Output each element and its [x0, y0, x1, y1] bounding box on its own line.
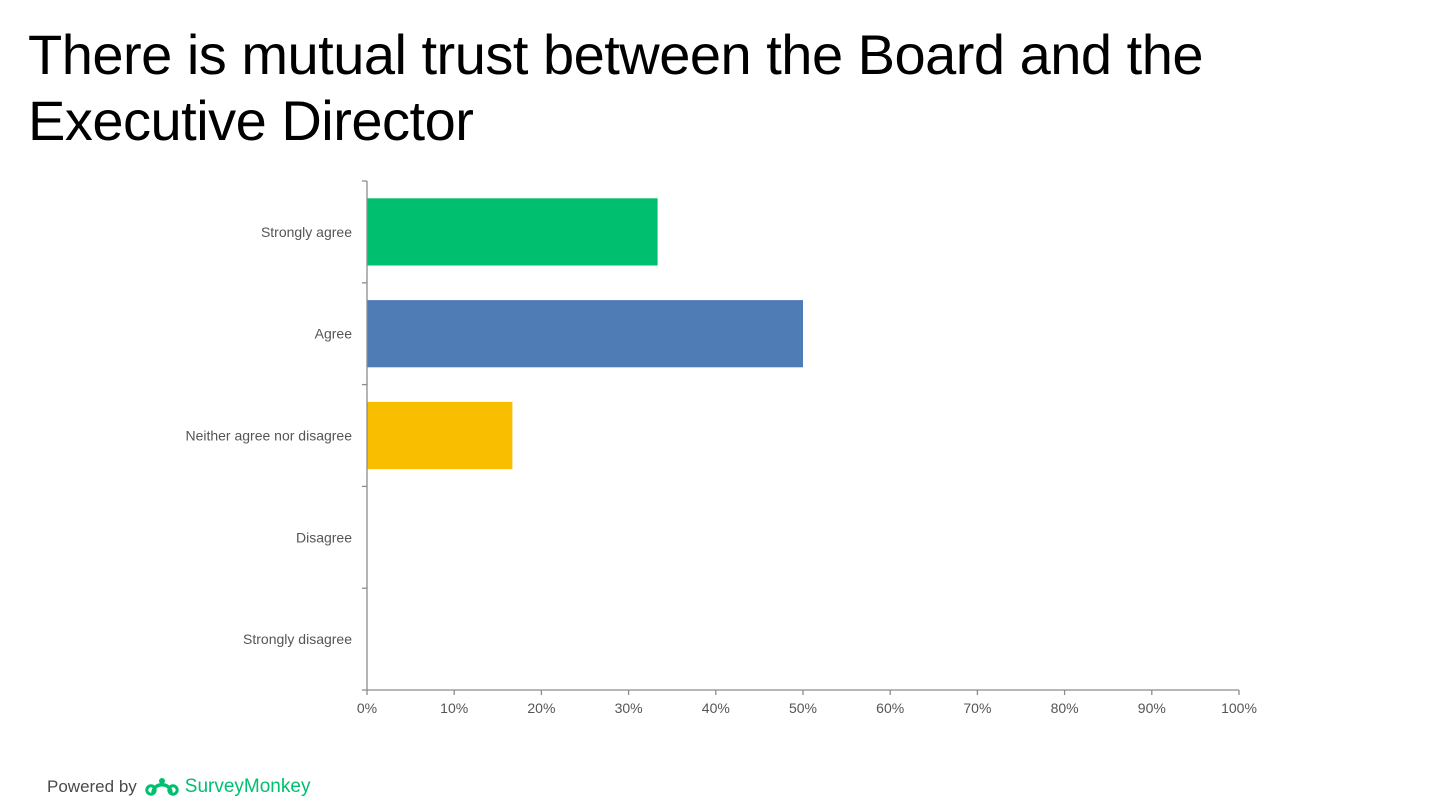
bar-agree [367, 300, 803, 368]
y-axis-group [362, 180, 368, 691]
x-tick-label: 80% [1051, 700, 1079, 716]
x-tick-label: 30% [615, 700, 643, 716]
x-tick-label: 0% [357, 700, 377, 716]
category-label: Neither agree nor disagree [185, 428, 352, 444]
bar-neither-agree-nor-disagree [367, 401, 513, 470]
bar-chart: Strongly agree Agree Neither agree nor dis… [185, 180, 1257, 716]
category-labels-group: Strongly agree Agree Neither agree nor dis… [185, 224, 352, 647]
surveymonkey-logo-icon [145, 776, 179, 798]
x-tick-label: 40% [702, 700, 730, 716]
footer: Powered by SurveyMonkey [47, 772, 310, 802]
category-label: Strongly agree [261, 224, 352, 240]
slide-title: There is mutual trust between the Board … [28, 23, 1203, 152]
brand-name: SurveyMonkey [184, 776, 311, 797]
powered-by-label: Powered by [47, 777, 137, 796]
bars-group [367, 198, 803, 470]
category-label: Strongly disagree [243, 631, 352, 647]
x-tick-label: 20% [527, 700, 555, 716]
x-tick-label: 10% [440, 700, 468, 716]
x-tick-label: 70% [963, 700, 991, 716]
x-tick-label: 60% [876, 700, 904, 716]
bar-strongly-agree [367, 198, 658, 266]
x-tick-label: 90% [1138, 700, 1166, 716]
category-label: Agree [315, 326, 353, 342]
category-label: Disagree [296, 529, 352, 545]
x-axis-group: 0% 10% 20% 30% 40% 50% 60% 70% 80% 90% 100% [357, 689, 1257, 716]
x-tick-label: 50% [789, 700, 817, 716]
x-tick-label: 100% [1221, 700, 1257, 716]
